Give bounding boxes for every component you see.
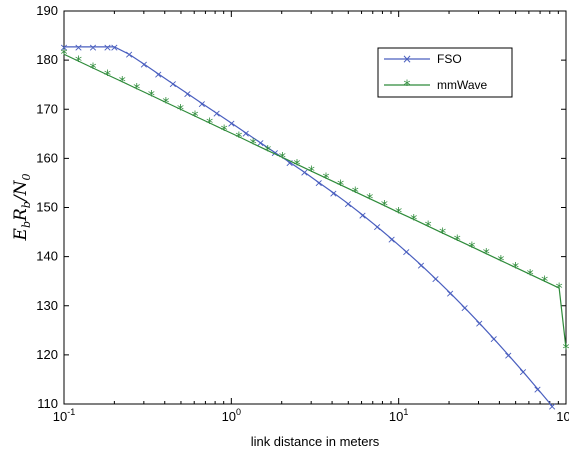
data-point-fso: × [518,366,527,379]
y-tick-label: 180 [36,52,58,67]
x-tick-label: 100 [222,407,241,424]
data-point-fso: × [183,88,192,101]
data-point-mmwave: * [527,267,534,283]
data-point-mmwave: * [104,68,111,84]
data-point-fso: × [103,41,112,54]
data-point-fso: × [387,233,396,246]
data-point-mmwave: * [75,54,82,70]
data-point-mmwave: * [563,341,569,357]
y-tick-label: 160 [36,150,58,165]
data-point-fso: × [475,317,484,330]
data-point-mmwave: * [133,82,140,98]
data-point-fso: × [372,221,381,234]
data-point-mmwave: * [425,219,432,235]
data-point-mmwave: * [366,192,373,208]
y-tick-label: 150 [36,200,58,215]
data-point-mmwave: * [89,61,96,77]
data-point-mmwave: * [206,116,213,132]
data-point-mmwave: * [177,102,184,118]
data-point-fso: × [547,400,556,413]
data-point-mmwave: * [61,47,68,63]
x-tick-label: 102 [556,407,569,424]
x-tick-label: 101 [389,407,408,424]
axis-ticks: 110 120 130 140 150 160 170 180 190 10-1 100 101 102 [36,3,569,424]
data-point-mmwave: * [279,150,286,166]
legend-box [377,47,513,98]
data-point-mmwave: * [439,226,446,242]
data-point-mmwave: * [294,157,301,173]
data-point-mmwave: * [119,75,126,91]
legend-label-fso: FSO [437,52,462,66]
data-point-fso: × [446,287,455,300]
data-point-mmwave: * [352,185,359,201]
data-point-mmwave: * [308,164,315,180]
x-tick-label: 10-1 [53,407,75,424]
data-point-fso: × [256,137,265,150]
x-axis-label: link distance in meters [251,434,380,449]
data-point-fso: × [227,117,236,130]
y-tick-label: 140 [36,249,58,264]
data-point-fso: × [460,302,469,315]
data-point-mmwave: * [337,178,344,194]
data-point-fso: × [168,78,177,91]
data-point-fso: × [212,107,221,120]
data-point-fso: × [431,273,440,286]
data-point-fso: × [74,41,83,54]
data-point-fso: × [314,176,323,189]
data-point-fso: × [402,246,411,259]
data-point-mmwave: * [395,205,402,221]
data-point-mmwave: * [162,95,169,111]
data-point-fso: × [110,41,119,54]
data-point-fso: × [533,383,542,396]
y-tick-label: 120 [36,347,58,362]
legend-label-mmwave: mmWave [437,78,488,92]
data-point-mmwave: * [323,171,330,187]
data-point-mmwave: * [221,123,228,139]
data-point-fso: × [504,349,513,362]
data-point-fso: × [300,166,309,179]
data-point-fso: × [270,146,279,159]
series-line-mmwave [63,53,567,349]
data-point-fso: × [416,259,425,272]
data-point-mmwave: * [497,254,504,270]
legend-marker-mmwave: * [404,78,411,94]
y-tick-label: 170 [36,101,58,116]
data-point-fso: × [154,68,163,81]
legend-marker-fso: × [402,52,412,66]
y-axis-label: EbRb/N0 [11,174,33,242]
data-point-mmwave: * [235,130,242,146]
data-point-fso: × [88,41,97,54]
data-point-fso: × [489,333,498,346]
y-tick-label: 190 [36,3,58,18]
data-point-mmwave: * [410,212,417,228]
data-point-fso: × [59,41,68,54]
data-point-mmwave: * [541,274,548,290]
data-point-fso: × [139,58,148,71]
data-point-mmwave: * [250,137,257,153]
data-point-fso: × [125,48,134,61]
y-tick-label: 110 [37,396,58,411]
data-point-fso: × [241,127,250,140]
data-point-fso: × [285,156,294,169]
series-line-fso [64,46,553,407]
data-point-mmwave: * [556,281,563,297]
data-point-fso: × [358,209,367,222]
data-point-mmwave: * [381,199,388,215]
data-point-fso: × [343,198,352,211]
legend: × FSO * mmWave [377,47,513,98]
data-point-mmwave: * [264,144,271,160]
data-point-mmwave: * [512,260,519,276]
data-point-fso: × [197,97,206,110]
data-point-mmwave: * [148,88,155,104]
data-point-fso: × [329,187,338,200]
y-tick-label: 130 [36,298,58,313]
data-point-mmwave: * [483,247,490,263]
data-point-mmwave: * [468,240,475,256]
data-point-mmwave: * [454,233,461,249]
series-layer: × × × ××××××××××××××××××××××××××××××××* * * * *… [59,41,569,413]
data-point-mmwave: * [192,109,199,125]
